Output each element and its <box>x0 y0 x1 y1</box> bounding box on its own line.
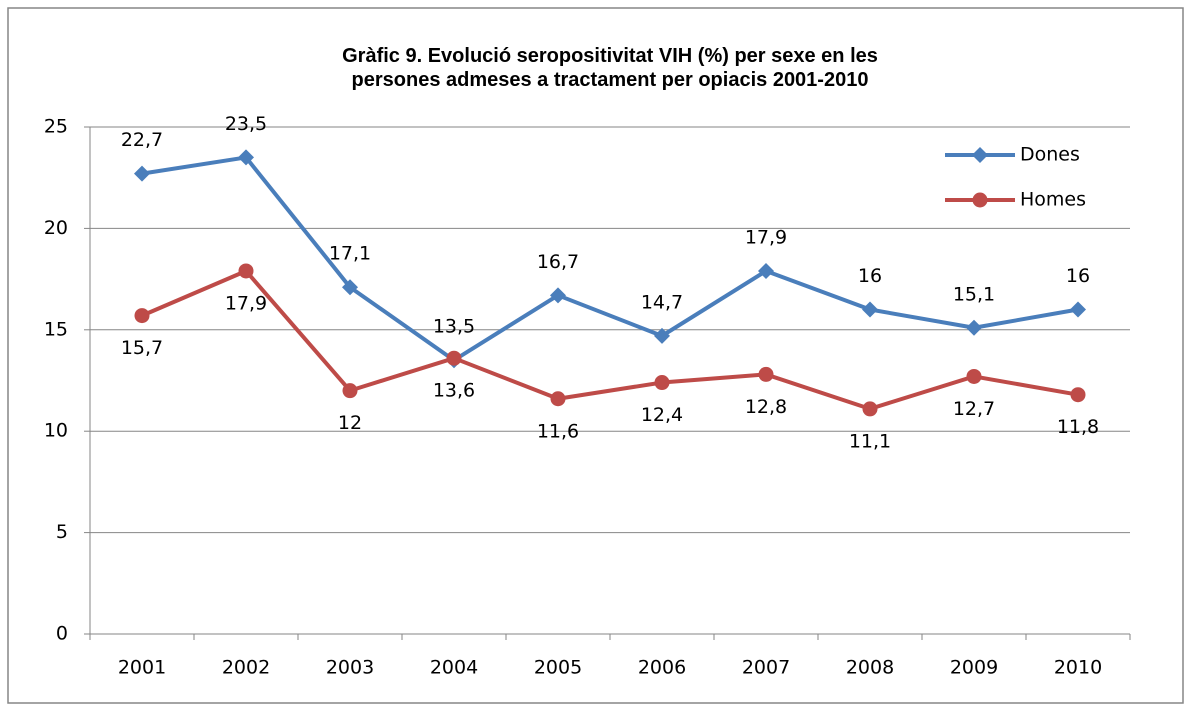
marker <box>758 262 774 279</box>
marker <box>446 350 462 366</box>
data-label: 16 <box>858 265 882 287</box>
marker <box>966 368 982 384</box>
y-tick-label: 20 <box>44 217 68 239</box>
data-label: 15,1 <box>953 283 995 305</box>
legend-label: Dones <box>1020 144 1080 166</box>
x-tick-label: 2009 <box>950 657 998 679</box>
chart-title: Gràfic 9. Evolució seropositivitat VIH (… <box>342 45 878 91</box>
x-tick-label: 2010 <box>1054 657 1102 679</box>
y-tick-label: 5 <box>56 521 68 543</box>
marker <box>342 383 358 399</box>
x-tick-label: 2001 <box>118 657 166 679</box>
marker <box>134 308 150 324</box>
series-line <box>141 155 1079 363</box>
data-label: 11,8 <box>1057 416 1099 438</box>
marker <box>550 287 566 304</box>
marker <box>342 279 358 296</box>
data-label: 11,1 <box>849 430 891 452</box>
data-label: 12,8 <box>745 396 787 418</box>
y-tick-label: 0 <box>56 623 68 645</box>
data-label: 15,7 <box>121 337 163 359</box>
marker <box>1070 387 1086 403</box>
marker <box>654 327 670 344</box>
y-tick-label: 15 <box>44 318 68 340</box>
data-label: 13,5 <box>433 316 475 338</box>
x-tick-label: 2003 <box>326 657 374 679</box>
marker <box>1070 301 1086 318</box>
chart-frame <box>7 7 1184 704</box>
x-tick-label: 2002 <box>222 657 270 679</box>
marker <box>134 165 150 182</box>
data-label: 11,6 <box>537 420 579 442</box>
data-label: 12,4 <box>641 404 683 426</box>
data-label: 12,7 <box>953 398 995 420</box>
y-tick-label: 25 <box>44 116 68 138</box>
x-tick-label: 2005 <box>534 657 582 679</box>
marker <box>966 319 982 336</box>
x-tick-label: 2007 <box>742 657 790 679</box>
marker <box>550 391 566 407</box>
marker <box>654 375 670 391</box>
legend-label: Homes <box>1020 189 1086 211</box>
y-tick-label: 10 <box>44 420 68 442</box>
marker <box>972 192 988 208</box>
data-label: 17,1 <box>329 243 371 265</box>
x-tick-label: 2008 <box>846 657 894 679</box>
marker <box>238 149 254 166</box>
marker <box>862 301 878 318</box>
x-tick-label: 2006 <box>638 657 686 679</box>
marker <box>862 401 878 417</box>
data-label: 17,9 <box>745 226 787 248</box>
data-label: 23,5 <box>225 113 267 135</box>
data-label: 14,7 <box>641 291 683 313</box>
marker <box>758 366 774 382</box>
series-line <box>141 268 1079 411</box>
data-label: 16,7 <box>537 251 579 273</box>
x-tick-label: 2004 <box>430 657 478 679</box>
marker <box>972 147 988 163</box>
data-label: 17,9 <box>225 292 267 314</box>
data-label: 22,7 <box>121 129 163 151</box>
data-label: 16 <box>1066 265 1090 287</box>
data-label: 12 <box>338 412 362 434</box>
marker <box>238 263 254 279</box>
data-label: 13,6 <box>433 380 475 402</box>
